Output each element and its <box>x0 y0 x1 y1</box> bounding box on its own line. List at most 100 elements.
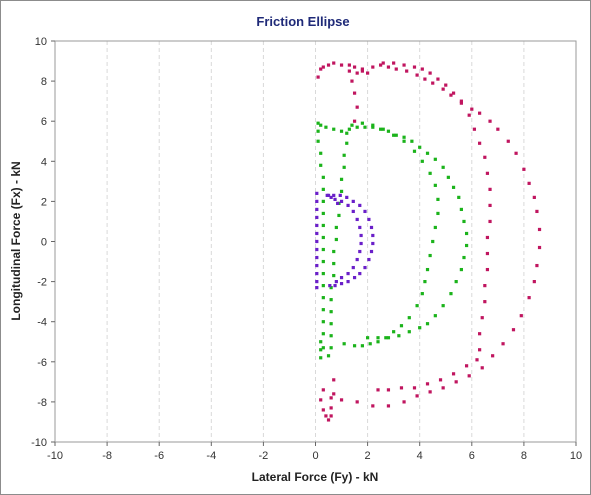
data-point <box>345 195 349 199</box>
data-point <box>342 165 346 169</box>
data-point <box>425 382 430 386</box>
data-point <box>402 63 406 67</box>
data-point <box>433 157 437 161</box>
data-point <box>321 271 325 276</box>
data-point <box>535 209 539 214</box>
data-point <box>319 340 323 344</box>
data-point <box>332 193 336 197</box>
data-point <box>420 159 424 163</box>
x-tick-label: 6 <box>469 450 475 462</box>
data-point <box>480 366 484 370</box>
data-point <box>332 127 336 131</box>
data-point <box>351 209 355 214</box>
data-point <box>360 67 364 71</box>
data-point <box>339 63 344 67</box>
data-point <box>332 261 336 266</box>
data-point <box>433 183 437 187</box>
data-point <box>423 77 427 81</box>
data-point <box>407 316 411 320</box>
data-point <box>386 388 391 392</box>
y-tick-label: 8 <box>41 76 47 88</box>
data-point <box>535 263 539 268</box>
data-point <box>363 265 367 270</box>
data-point <box>415 394 419 398</box>
data-point <box>321 296 325 300</box>
data-point <box>532 280 536 284</box>
data-point <box>412 149 417 153</box>
data-point <box>321 388 325 392</box>
data-point <box>392 133 396 137</box>
data-point <box>491 354 495 358</box>
data-point <box>399 386 404 390</box>
data-point <box>315 286 319 290</box>
y-axis-title: Longitudinal Force (Fx) - kN <box>9 161 23 320</box>
data-point <box>371 123 375 127</box>
y-axis-ticks: -10 -8 -6 -4 -2 0 2 4 6 8 10 <box>31 36 55 449</box>
data-point <box>431 81 435 85</box>
data-point <box>332 61 336 65</box>
x-tick-label: 10 <box>570 450 582 462</box>
data-point <box>428 171 432 175</box>
data-point <box>321 308 325 312</box>
data-point <box>386 65 391 69</box>
data-point <box>451 372 456 376</box>
data-point <box>316 129 320 133</box>
data-point <box>418 326 422 330</box>
data-point <box>346 280 350 284</box>
data-point <box>334 280 338 284</box>
data-point <box>334 225 338 230</box>
data-point <box>358 225 362 230</box>
data-point <box>360 69 364 73</box>
data-point <box>386 404 391 408</box>
data-point <box>376 388 380 392</box>
data-point <box>488 219 492 224</box>
data-point <box>315 223 319 228</box>
data-point <box>321 247 325 252</box>
data-point <box>319 67 323 71</box>
data-point <box>346 271 350 276</box>
data-point <box>457 195 461 199</box>
data-point <box>369 249 374 254</box>
data-point <box>324 125 328 129</box>
data-point <box>438 378 443 382</box>
data-point <box>485 251 490 256</box>
data-point <box>488 119 492 123</box>
data-point <box>371 233 375 238</box>
data-point <box>392 330 396 334</box>
data-point <box>363 125 367 129</box>
data-point <box>315 239 319 244</box>
data-point <box>449 93 453 97</box>
data-point <box>459 207 463 212</box>
data-point <box>446 175 450 179</box>
data-point <box>360 344 364 348</box>
data-point <box>386 336 391 340</box>
x-tick-label: 8 <box>521 450 527 462</box>
data-point <box>433 314 437 318</box>
data-point <box>478 141 482 145</box>
data-point <box>467 374 471 378</box>
data-point <box>329 286 333 290</box>
data-point <box>412 386 417 390</box>
data-point <box>415 73 419 77</box>
data-point <box>321 332 325 336</box>
data-point <box>316 75 320 79</box>
data-point <box>321 320 325 324</box>
data-point <box>355 257 359 262</box>
data-point <box>459 101 463 105</box>
data-point <box>351 265 355 270</box>
data-point <box>350 79 354 83</box>
data-point <box>316 121 320 125</box>
x-tick-label: -6 <box>154 450 164 462</box>
series-2 <box>315 191 375 290</box>
data-point <box>315 280 319 284</box>
series-0 <box>316 61 542 422</box>
x-axis-title: Lateral Force (Fy) - kN <box>252 470 379 484</box>
data-point <box>519 314 523 318</box>
data-point <box>537 227 542 232</box>
data-point <box>371 404 375 408</box>
data-point <box>454 280 458 284</box>
data-point <box>420 67 424 71</box>
data-point <box>451 185 456 189</box>
